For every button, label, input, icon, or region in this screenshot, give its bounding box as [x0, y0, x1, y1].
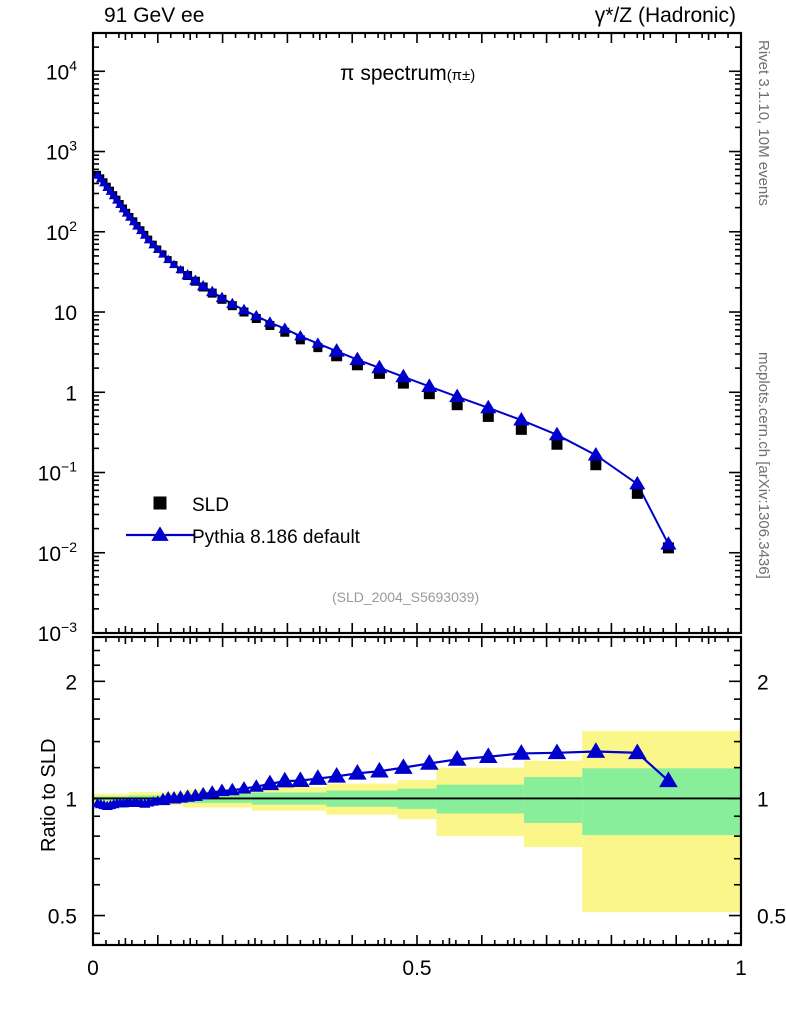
pythia-data-marker: [158, 249, 168, 258]
pythia-data-marker: [480, 399, 497, 414]
plot-title-main: π spectrum: [340, 62, 447, 85]
main-panel-frame: [91, 31, 743, 635]
sld-data-marker: [397, 377, 409, 389]
ratio-pythia-marker: [394, 758, 413, 774]
sld-data-marker: [551, 438, 563, 450]
ratio-y-axis-ticklabel: 1: [65, 788, 77, 811]
y-axis-ticklabel: 1: [65, 382, 77, 405]
watermark-analysis-id: (SLD_2004_S5693039): [332, 589, 480, 605]
ratio-pythia-marker: [447, 750, 467, 766]
ratio-pythia-marker: [370, 761, 389, 778]
ratio-pythia-marker: [478, 747, 498, 764]
ratio-pythia-marker: [628, 743, 647, 760]
ratio-y-axis-ticklabel-right: 0.5: [757, 906, 786, 929]
ratio-y-axis-ticklabel: 0.5: [48, 906, 77, 929]
pythia-main-line: [96, 174, 670, 545]
sld-data-marker: [373, 367, 385, 379]
y-axis-ticklabel: 10: [54, 302, 77, 325]
pythia-data-marker: [349, 351, 366, 366]
pythia-data-marker: [175, 264, 186, 274]
pythia-data-marker: [181, 268, 194, 280]
plot-title-paren: (π±): [446, 67, 476, 84]
pythia-data-marker: [294, 329, 307, 341]
ratio-y-axis-ticklabel: 2: [65, 671, 77, 694]
sld-data-marker: [451, 399, 463, 411]
ratio-pythia-marker: [586, 742, 606, 758]
pythia-data-marker: [148, 240, 159, 249]
ratio-pythia-marker: [512, 744, 531, 760]
sld-data-marker: [515, 423, 527, 435]
header-left-label: 91 GeV ee: [104, 4, 205, 27]
pythia-data-marker: [263, 316, 277, 327]
x-axis-ticklabel: 1: [735, 957, 747, 980]
pythia-data-marker: [132, 221, 143, 230]
pythia-data-marker: [660, 536, 677, 550]
ratio-pythia-marker: [275, 771, 295, 788]
pythia-data-marker: [124, 212, 135, 221]
ratio-pythia-marker: [224, 782, 240, 796]
ratio-band-1sigma: [582, 768, 741, 836]
pythia-data-marker: [449, 388, 466, 403]
x-axis-ticklabel: 0.5: [402, 957, 431, 980]
pythia-data-marker: [163, 254, 174, 263]
ratio-pythia-marker: [327, 766, 346, 783]
pythia-data-marker: [513, 412, 530, 426]
ratio-pythia-marker: [236, 781, 252, 794]
plot-title: π spectrum(π±): [340, 62, 475, 86]
pythia-data-marker: [395, 368, 412, 383]
legend-label-sld: SLD: [192, 495, 229, 516]
ratio-pythia-marker: [348, 764, 367, 780]
ratio-pythia-marker: [248, 779, 264, 792]
pythia-data-marker: [226, 297, 239, 309]
ratio-pythia-marker: [659, 771, 678, 788]
ratio-pythia-marker: [291, 771, 310, 787]
pythia-data-marker: [206, 285, 219, 297]
pythia-data-marker: [169, 259, 179, 268]
y-axis-ticklabel: 10−1: [38, 459, 78, 486]
header-right-label: γ*/Z (Hadronic): [594, 4, 736, 27]
pythia-data-marker: [237, 303, 251, 315]
pythia-data-marker: [152, 244, 163, 253]
y-axis-ticklabel: 102: [46, 218, 77, 245]
pythia-data-marker: [548, 426, 566, 441]
ratio-y-axis-ticklabel-right: 1: [757, 788, 769, 811]
y-axis-ticklabel: 104: [46, 57, 77, 84]
sld-data-marker: [631, 487, 643, 499]
pythia-data-marker: [587, 446, 604, 461]
pythia-data-marker: [328, 343, 345, 357]
ratio-band-1sigma: [523, 777, 583, 823]
pythia-data-marker: [371, 359, 388, 374]
pythia-data-marker: [189, 274, 202, 285]
pythia-data-marker: [143, 235, 154, 244]
pythia-data-marker: [139, 230, 150, 239]
pythia-data-marker: [421, 378, 438, 392]
pythia-data-marker: [135, 225, 146, 235]
x-axis-ticklabel: 0: [87, 957, 99, 980]
pythia-data-marker: [629, 475, 646, 490]
ratio-pythia-marker: [260, 774, 280, 791]
sld-data-marker: [590, 459, 602, 471]
legend-marker-pythia: [151, 526, 169, 541]
ratio-pythia-marker: [547, 743, 567, 760]
pythia-data-marker: [215, 291, 229, 303]
pythia-data-marker: [250, 309, 263, 321]
sld-data-marker: [482, 410, 494, 422]
ratio-pythia-marker: [308, 769, 328, 785]
sld-data-marker: [423, 388, 435, 400]
pythia-data-marker: [311, 337, 325, 348]
legend-label-pythia: Pythia 8.186 default: [192, 527, 361, 548]
pythia-data-marker: [278, 322, 292, 333]
ratio-y-axis-ticklabel-right: 2: [757, 671, 769, 694]
y-axis-ticklabel: 10−2: [38, 539, 78, 566]
y-axis-ticklabel: 103: [46, 138, 77, 165]
legend-marker-sld: [153, 496, 167, 510]
ratio-pythia-marker: [214, 783, 230, 797]
pythia-data-marker: [196, 279, 210, 291]
ratio-pythia-marker: [420, 754, 439, 770]
y-axis-ticklabel: 10−3: [38, 619, 78, 646]
